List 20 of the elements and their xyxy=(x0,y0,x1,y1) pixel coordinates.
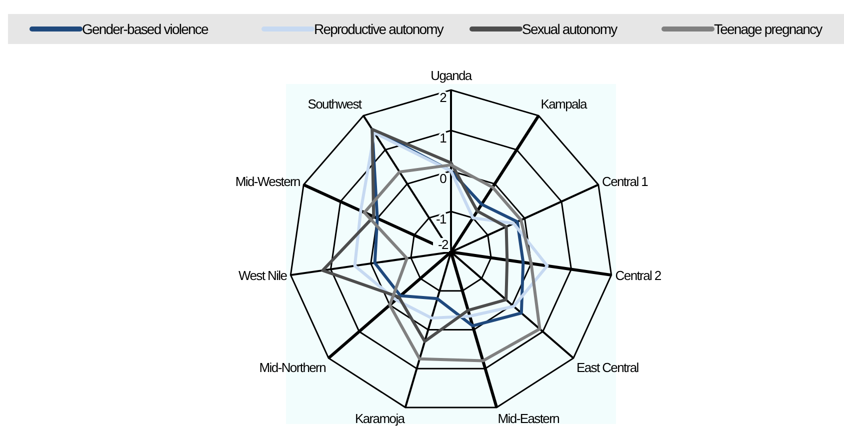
spoke-label: Central 2 xyxy=(615,268,662,283)
y-tick-label: 2 xyxy=(440,90,447,105)
spoke-label: Central 1 xyxy=(602,174,648,190)
y-tick-label: 1 xyxy=(440,130,447,146)
spoke-label: East Central xyxy=(576,360,640,376)
y-tick-label: 0 xyxy=(440,171,447,186)
legend-label: Sexual autonomy xyxy=(522,21,618,37)
spoke-label: Mid-Northern xyxy=(259,360,326,376)
spoke-label: Kampala xyxy=(540,96,588,112)
legend-label: Reproductive autonomy xyxy=(314,21,444,37)
spoke-label: West Nile xyxy=(238,268,288,283)
y-tick-label: -2 xyxy=(438,237,449,252)
legend-label: Teenage pregnancy xyxy=(714,21,823,37)
spoke-label: Karamoja xyxy=(354,411,406,426)
spoke-label: Southwest xyxy=(308,96,362,112)
y-tick-label: -1 xyxy=(436,212,447,226)
spoke-label: Mid-Eastern xyxy=(498,411,560,426)
legend-label: Gender-based violence xyxy=(82,21,209,37)
spoke-label: Mid-Western xyxy=(235,174,301,190)
spoke-label: Uganda xyxy=(430,68,473,83)
